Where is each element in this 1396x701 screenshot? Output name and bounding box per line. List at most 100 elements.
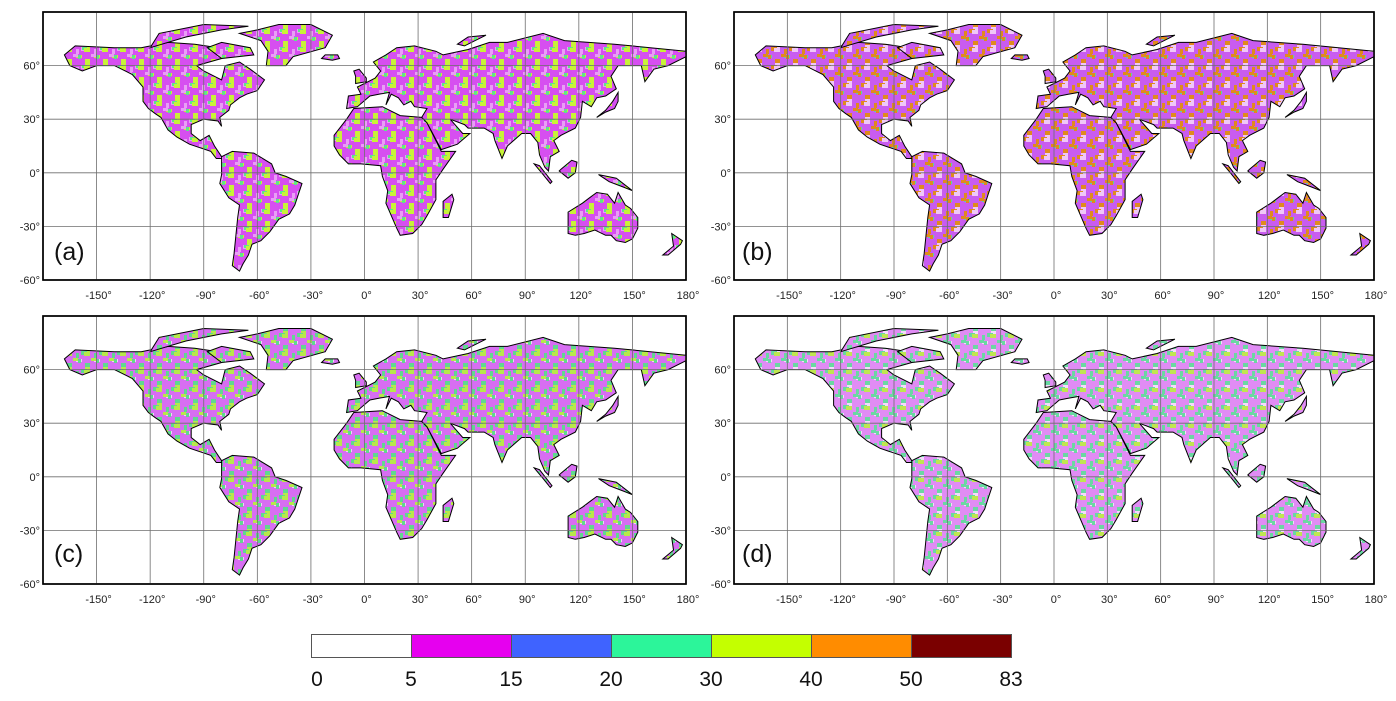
lat-tick-label: -60°: [711, 275, 731, 287]
landmass-south-america: [219, 454, 303, 576]
lat-tick-label: 30°: [714, 114, 731, 126]
landmass-baffin-island: [896, 41, 945, 60]
landmass-iceland: [320, 54, 341, 61]
landmass-south-america: [909, 150, 993, 272]
legend-swatch: [911, 634, 1012, 658]
lon-tick-label: 90°: [1208, 594, 1225, 606]
lon-tick-label: -90°: [196, 290, 216, 302]
landmass-greenland: [237, 328, 334, 371]
lon-tick-label: -30°: [303, 594, 323, 606]
lon-tick-label: 150°: [623, 290, 646, 302]
panel-label-a: (a): [52, 238, 87, 266]
landmass-baffin-island: [206, 345, 255, 364]
lon-tick-label: 120°: [1258, 594, 1281, 606]
lon-tick-label: -90°: [886, 290, 906, 302]
map-panel-a: 60° 30° 0° -30° -60° -150° -120° -90° -60° -30° 0°…: [0, 0, 700, 302]
lat-tick-label: -60°: [711, 579, 731, 591]
landmass-north-america: [754, 41, 956, 159]
lon-tick-label: 180°: [1365, 290, 1388, 302]
landmass-new-guinea: [598, 478, 633, 496]
lon-tick-label: -150°: [85, 594, 111, 606]
lon-tick-label: -150°: [776, 290, 802, 302]
lon-tick-label: 60°: [1154, 290, 1171, 302]
lon-tick-label: -120°: [829, 290, 855, 302]
lon-tick-label: 0°: [1051, 290, 1062, 302]
lon-tick-label: 60°: [465, 290, 482, 302]
landmass-madagascar: [442, 497, 455, 522]
lon-tick-label: 30°: [412, 290, 429, 302]
lat-tick-label: 60°: [714, 61, 731, 73]
landmass-japan: [1284, 394, 1307, 422]
legend-label: 15: [499, 668, 523, 691]
landmass-new-zealand: [1349, 232, 1372, 256]
landmass-arctic-islands: [839, 327, 939, 353]
landmass-arctic-islands: [839, 23, 939, 49]
landmass-south-america: [219, 150, 303, 272]
landmass-madagascar: [442, 193, 455, 218]
landmass-new-guinea: [598, 174, 633, 192]
landmass-eurasia: [1035, 32, 1374, 173]
landmass-eurasia: [346, 336, 686, 477]
legend-label: 40: [799, 668, 823, 691]
landmass-baffin-island: [206, 41, 255, 60]
landmass-japan: [596, 90, 619, 118]
landmass-australia: [1256, 191, 1327, 244]
landmass-iceland: [320, 358, 341, 365]
lon-tick-label: -90°: [196, 594, 216, 606]
landmass-new-guinea: [1286, 174, 1322, 192]
lat-tick-label: -30°: [711, 221, 731, 233]
landmass-new-zealand: [1349, 536, 1372, 560]
panel-label-b: (b): [740, 238, 775, 266]
lat-tick-label: 0°: [720, 472, 731, 484]
lon-tick-label: 30°: [1101, 594, 1118, 606]
lon-tick-label: -30°: [993, 290, 1013, 302]
lon-tick-label: -30°: [303, 290, 323, 302]
landmass-australia: [1256, 495, 1327, 548]
lon-tick-label: 180°: [1365, 594, 1388, 606]
lat-tick-label: -30°: [20, 221, 40, 233]
legend-label: 83: [999, 668, 1023, 691]
lat-tick-label: -60°: [20, 275, 40, 287]
lon-tick-label: -30°: [993, 594, 1013, 606]
lon-tick-label: -60°: [939, 594, 959, 606]
landmass-greenland: [927, 328, 1023, 371]
legend-label: 0: [311, 668, 323, 691]
legend-swatch: [511, 634, 612, 658]
landmass-eurasia: [346, 32, 686, 173]
lon-tick-label: 60°: [1154, 594, 1171, 606]
landmass-south-america: [909, 454, 993, 576]
landmass-eurasia: [1035, 336, 1374, 477]
landmass-borneo: [558, 159, 578, 179]
landmass-australia: [567, 191, 639, 244]
lat-tick-label: 30°: [714, 418, 731, 430]
panel-label-c: (c): [52, 540, 86, 568]
lon-tick-label: 60°: [465, 594, 482, 606]
legend-swatch: [811, 634, 912, 658]
landmass-borneo: [1247, 463, 1267, 483]
lon-tick-label: 120°: [569, 290, 592, 302]
world-map-c: 60° 30° 0° -30° -60° -150° -120° -90° -60° -30° 0°…: [20, 315, 700, 606]
panel-label-d: (d): [740, 540, 775, 568]
lon-tick-label: 120°: [569, 594, 592, 606]
lat-tick-label: -30°: [20, 525, 40, 537]
landmass-japan: [1284, 90, 1307, 118]
lon-tick-label: 180°: [677, 594, 700, 606]
landmass-greenland: [927, 24, 1023, 67]
lon-tick-label: 30°: [412, 594, 429, 606]
lat-tick-label: 60°: [23, 61, 40, 73]
legend-label: 20: [599, 668, 623, 691]
lat-tick-label: -30°: [711, 525, 731, 537]
landmass-north-america: [754, 345, 956, 463]
lon-tick-label: -60°: [249, 290, 269, 302]
landmass-arctic-islands: [149, 23, 249, 49]
legend-swatch: [411, 634, 512, 658]
landmass-north-america: [63, 41, 266, 159]
lon-tick-label: -120°: [829, 594, 855, 606]
lon-tick-label: -150°: [85, 290, 111, 302]
landmass-new-zealand: [661, 232, 684, 256]
landmass-greenland: [237, 24, 334, 67]
lon-tick-label: 150°: [1311, 290, 1334, 302]
landmass-arctic-islands: [149, 327, 249, 353]
map-panel-c: 60° 30° 0° -30° -60° -150° -120° -90° -60° -30° 0°…: [0, 304, 700, 606]
landmass-borneo: [558, 463, 578, 483]
